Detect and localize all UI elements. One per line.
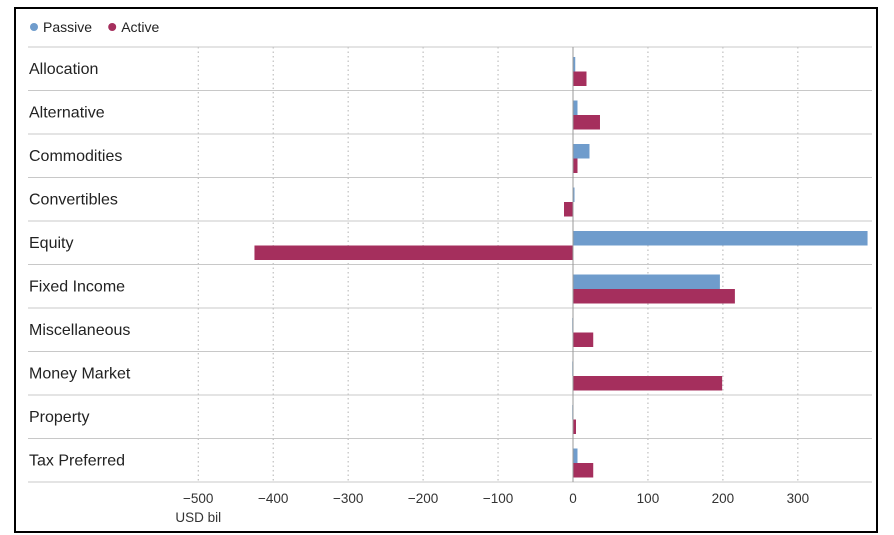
x-tick-label: −300 [333, 491, 363, 506]
bar-passive-convertibles [573, 187, 575, 202]
bar-passive-tax-preferred [573, 448, 578, 463]
category-label: Fixed Income [29, 279, 125, 296]
legend-marker-active [108, 23, 117, 31]
legend-label-active: Active [121, 19, 159, 35]
bar-passive-allocation [573, 57, 576, 72]
x-tick-label: 100 [637, 491, 660, 506]
bar-active-commodities [573, 158, 578, 173]
legend-marker-passive [30, 23, 38, 31]
bar-active-convertibles [564, 202, 573, 217]
category-label: Money Market [29, 366, 131, 383]
category-label: Allocation [29, 61, 98, 78]
category-label: Tax Preferred [29, 453, 125, 470]
bar-active-tax-preferred [573, 463, 594, 478]
x-tick-label: 0 [569, 491, 577, 506]
x-tick-label: −500 [183, 491, 213, 506]
x-tick-label: −100 [483, 491, 513, 506]
x-tick-label: 300 [787, 491, 810, 506]
x-axis: −500 −400 −300 −200 −100 0 100 200 300 USD bil [175, 47, 809, 525]
bar-active-money-market [573, 376, 723, 391]
category-rows: Allocation Alternative Commodities Converti… [28, 46, 872, 483]
bars [254, 57, 868, 478]
x-tick-label: −200 [408, 491, 438, 506]
category-label: Alternative [29, 105, 105, 122]
category-label: Miscellaneous [29, 322, 130, 339]
category-label: Property [29, 409, 89, 426]
bar-passive-alternative [573, 100, 578, 115]
x-tick-label: 200 [712, 491, 735, 506]
bar-passive-fixed-income [573, 274, 720, 289]
bar-active-alternative [573, 115, 600, 130]
bar-active-allocation [573, 71, 587, 86]
chart-frame [14, 7, 878, 533]
category-label: Commodities [29, 148, 122, 165]
legend: Passive Active [30, 19, 160, 35]
bar-active-property [573, 419, 576, 434]
bar-passive-commodities [573, 144, 590, 159]
x-tick-label: −400 [258, 491, 288, 506]
x-axis-label: USD bil [175, 510, 221, 525]
category-label: Equity [29, 235, 73, 252]
category-label: Convertibles [29, 192, 118, 209]
bar-active-fixed-income [573, 289, 735, 304]
bar-passive-equity [573, 231, 868, 246]
bar-active-miscellaneous [573, 332, 594, 347]
bar-active-equity [254, 245, 573, 260]
legend-label-passive: Passive [43, 19, 92, 35]
